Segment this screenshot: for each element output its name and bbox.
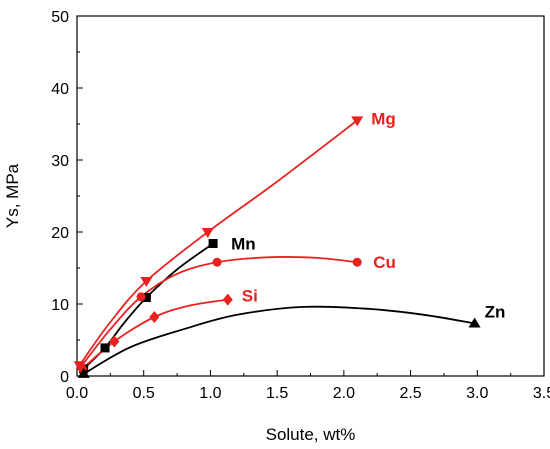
axes: 0.0 0.5 1.0 1.5 2.0 2.5 3.0 3.5 0 10 20 30 40 50 — [51, 9, 550, 402]
y-tick-label: 20 — [51, 225, 69, 242]
series-line-cu — [80, 256, 358, 368]
data-point-mn — [208, 239, 218, 249]
series-line-mg — [78, 119, 358, 366]
data-point-cu — [212, 257, 222, 267]
data-point-si — [149, 310, 160, 323]
series-label-si: Si — [242, 287, 258, 306]
data-point-si — [109, 335, 120, 348]
x-tick-label: 1.5 — [266, 385, 288, 402]
x-tick-label: 0.5 — [133, 385, 155, 402]
data-point-mg — [351, 116, 364, 127]
series-curves — [78, 119, 475, 375]
y-tick-label: 30 — [51, 153, 69, 170]
data-point-mn — [141, 293, 151, 303]
data-point-mg — [140, 276, 153, 287]
y-tick-label: 40 — [51, 81, 69, 98]
y-axis-label: Ys, MPa — [3, 163, 22, 228]
x-tick-label: 2.5 — [399, 385, 421, 402]
series-line-zn — [83, 305, 475, 375]
y-tick-label: 10 — [51, 297, 69, 314]
x-tick-label: 1.0 — [199, 385, 221, 402]
y-tick-label: 0 — [60, 369, 69, 386]
series-markers — [73, 116, 481, 378]
series-label-mn: Mn — [231, 235, 256, 254]
series-line-si — [81, 298, 228, 370]
data-point-cu — [352, 257, 362, 267]
series-label-mg: Mg — [371, 109, 396, 128]
data-point-zn — [77, 367, 90, 378]
x-tick-label: 3.5 — [533, 385, 550, 402]
data-point-zn — [468, 317, 481, 328]
x-tick-label: 2.0 — [333, 385, 355, 402]
series-label-zn: Zn — [485, 302, 506, 321]
data-point-si — [222, 293, 233, 306]
y-tick-label: 50 — [51, 9, 69, 26]
data-point-mg — [201, 228, 214, 238]
series-label-cu: Cu — [373, 253, 396, 272]
x-tick-label: 3.0 — [466, 385, 488, 402]
data-point-cu — [136, 292, 146, 302]
x-tick-label: 0.0 — [66, 385, 88, 402]
data-point-mn — [100, 343, 110, 353]
x-axis-label: Solute, wt% — [266, 425, 356, 444]
series-labels: Mg Mn Cu Si Zn — [231, 109, 505, 321]
